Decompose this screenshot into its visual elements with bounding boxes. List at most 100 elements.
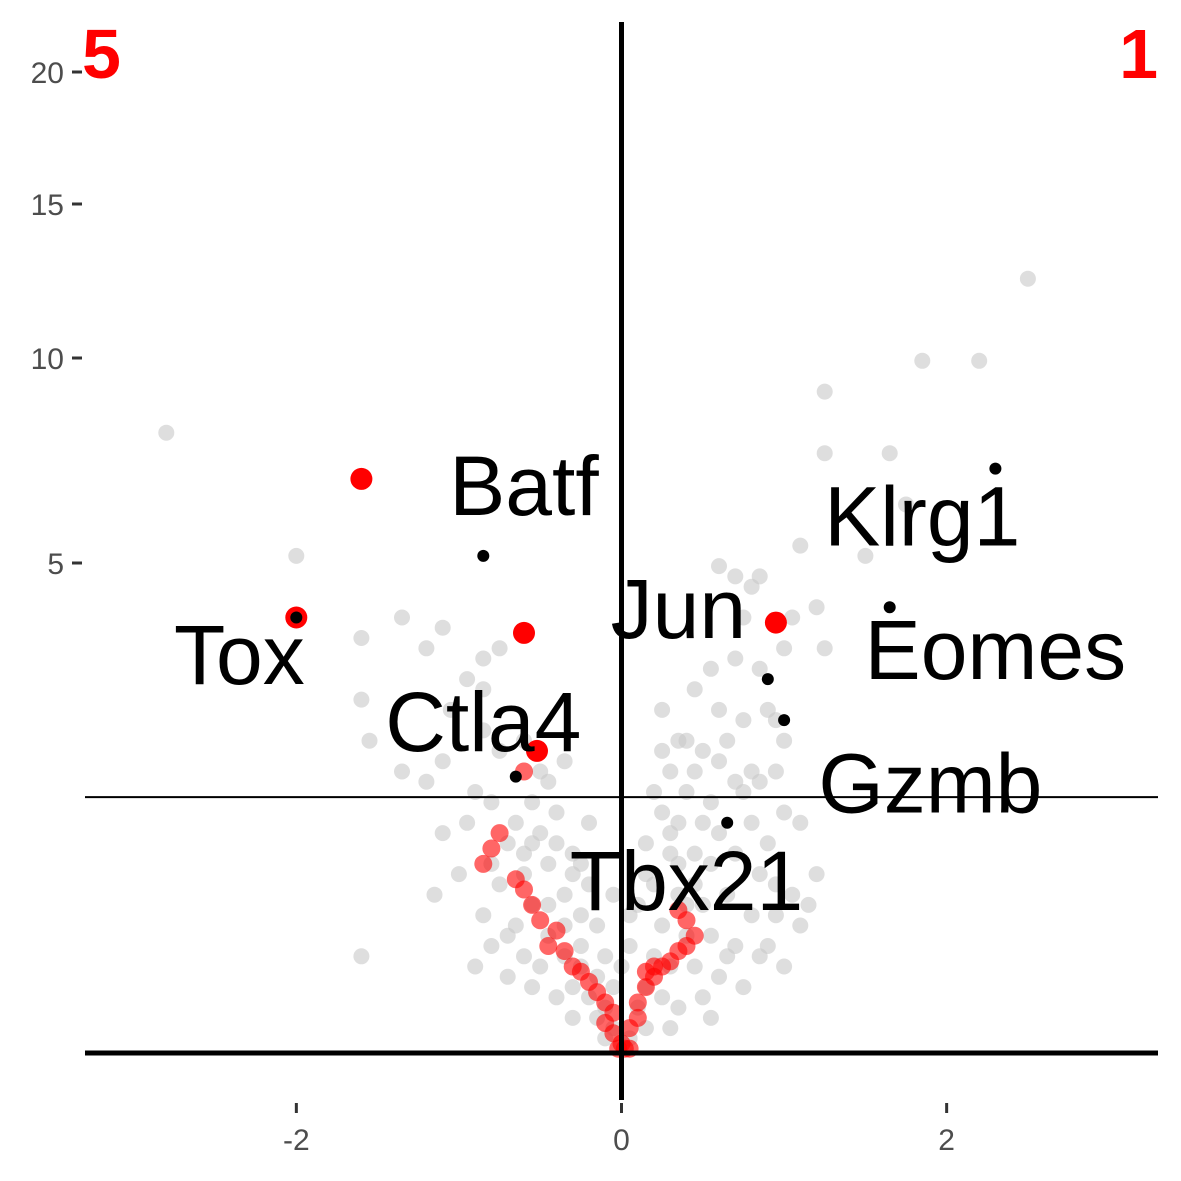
gene-point	[475, 907, 492, 924]
highlighted-gene-point	[482, 839, 501, 858]
highlighted-gene-point	[685, 926, 704, 945]
gene-point	[784, 609, 801, 626]
gene-point	[524, 979, 541, 996]
gene-point	[727, 845, 744, 862]
gene-point	[1019, 270, 1036, 287]
gene-point	[418, 640, 435, 657]
highlighted-gene-point	[628, 993, 647, 1012]
gene-point	[711, 701, 727, 718]
gene-point	[784, 886, 801, 903]
gene-point	[816, 640, 833, 657]
gene-point	[556, 753, 573, 770]
points-layer	[158, 270, 1036, 1058]
gene-label-gzmb: Gzmb	[818, 737, 1042, 831]
gene-point	[516, 948, 532, 965]
gene-point	[507, 814, 524, 831]
highlighted-gene-point	[515, 880, 533, 899]
gene-point	[694, 896, 711, 913]
gene-point	[654, 804, 671, 821]
gene-point	[581, 876, 597, 893]
gene-point	[719, 948, 736, 965]
labeled-gene-point	[721, 816, 734, 829]
gene-point	[694, 742, 711, 759]
gene-label-tbx21: Tbx21	[570, 834, 803, 928]
gene-point	[776, 732, 793, 749]
gene-point	[670, 732, 687, 749]
gene-point	[686, 681, 703, 698]
gene-point	[499, 927, 516, 944]
gene-point	[637, 835, 654, 852]
gene-point	[548, 835, 565, 852]
highlighted-gene-point	[555, 942, 574, 961]
highlighted-gene-point	[636, 962, 655, 981]
y-tick-label: 10	[31, 343, 64, 376]
gene-point	[662, 825, 679, 842]
gene-point	[678, 784, 695, 800]
gene-point	[776, 958, 793, 975]
gene-point	[751, 773, 768, 790]
gene-point	[475, 722, 492, 739]
gene-point	[719, 732, 736, 749]
gene-point	[776, 640, 793, 657]
gene-label-tox: Tox	[174, 608, 305, 702]
gene-point	[353, 691, 370, 708]
highlighted-gene-point	[628, 1008, 647, 1027]
gene-point	[711, 968, 727, 985]
gene-point	[434, 753, 451, 770]
gene-point	[394, 763, 410, 780]
gene-point	[670, 855, 687, 872]
gene-point	[483, 794, 500, 811]
gene-point	[767, 876, 784, 893]
gene-point	[394, 609, 410, 626]
gene-point	[540, 855, 557, 872]
gene-point	[686, 845, 703, 862]
highlighted-gene-point	[764, 611, 787, 634]
gene-point	[759, 835, 776, 852]
gene-point	[434, 825, 451, 842]
gene-point	[491, 876, 508, 893]
gene-point	[662, 763, 679, 780]
gene-point	[475, 650, 492, 667]
gene-point	[751, 660, 768, 677]
gene-point	[564, 1009, 581, 1026]
gene-point	[361, 732, 378, 749]
gene-point	[971, 352, 988, 369]
gene-point	[459, 671, 476, 688]
gene-point	[475, 681, 492, 698]
x-tick-label: 0	[613, 1124, 630, 1157]
labeled-gene-point	[290, 611, 303, 624]
gene-label-batf: Batf	[449, 439, 599, 533]
gene-point	[702, 660, 719, 677]
gene-point	[548, 804, 565, 821]
y-ticks: 5 10 15 20	[31, 57, 82, 581]
gene-point	[540, 896, 557, 913]
y-tick-label: 5	[47, 548, 64, 581]
gene-point	[792, 537, 809, 554]
gene-point	[694, 814, 711, 831]
highlighted-gene-point	[669, 901, 688, 920]
labeled-gene-point	[989, 462, 1002, 475]
highlighted-gene-point	[490, 824, 509, 843]
gene-point	[532, 958, 549, 975]
gene-point	[564, 979, 581, 996]
right-corner-label: 1	[1119, 15, 1158, 93]
highlighted-gene-point	[547, 921, 566, 940]
gene-point	[353, 948, 370, 965]
gene-point	[711, 753, 727, 770]
gene-point	[426, 886, 443, 903]
gene-point	[483, 938, 500, 954]
gene-point	[743, 814, 760, 831]
highlighted-gene-point	[513, 621, 535, 644]
gene-point	[702, 927, 719, 944]
gene-point	[572, 855, 589, 872]
highlighted-gene-point	[474, 854, 493, 873]
gene-point	[727, 773, 744, 790]
gene-point	[158, 424, 175, 441]
labeled-gene-point	[778, 714, 791, 727]
gene-point	[605, 979, 622, 996]
gene-point	[654, 917, 671, 934]
gene-point	[654, 742, 671, 759]
gene-point	[767, 907, 784, 924]
